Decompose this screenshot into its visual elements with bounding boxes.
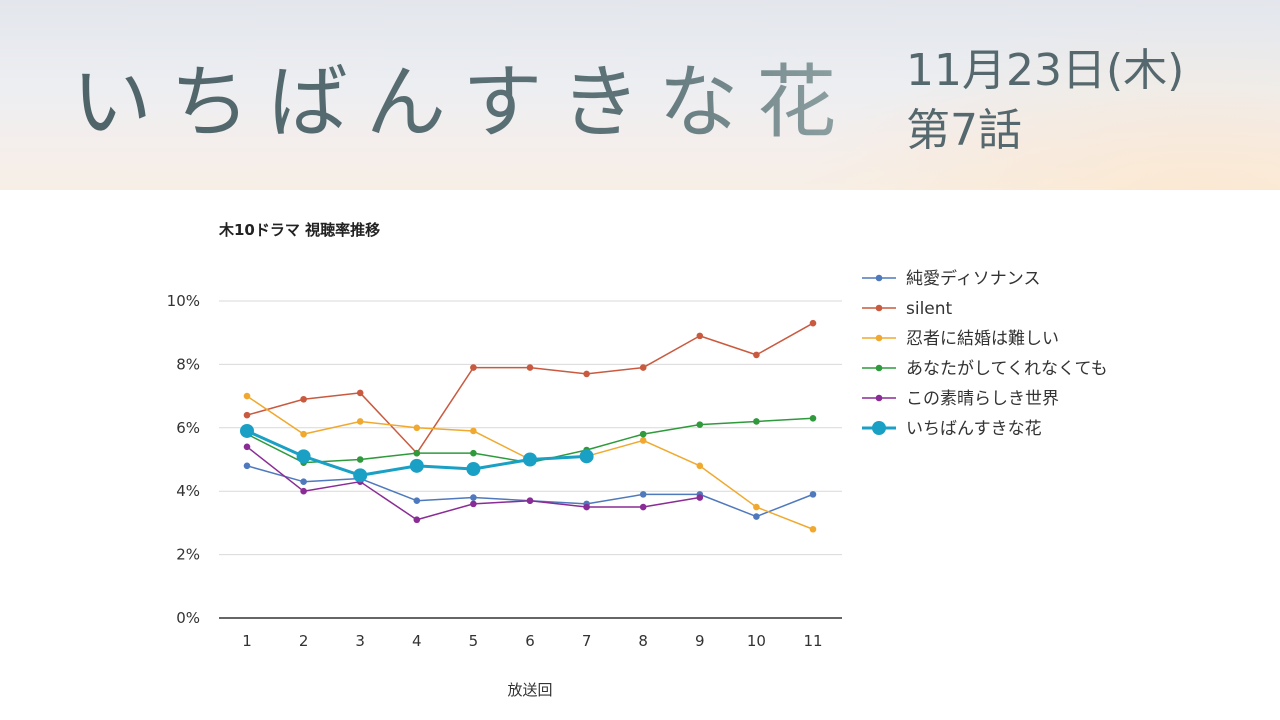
- data-point: [523, 452, 537, 467]
- data-point: [696, 494, 704, 501]
- x-tick-label: 1: [242, 632, 252, 650]
- data-point: [696, 462, 704, 470]
- data-point: [526, 364, 534, 371]
- data-point: [809, 414, 817, 422]
- data-point: [466, 462, 481, 477]
- x-tick-label: 9: [695, 632, 705, 650]
- data-point: [243, 411, 251, 419]
- legend-label: silent: [906, 299, 953, 319]
- x-tick-label: 10: [747, 632, 766, 650]
- data-point: [353, 468, 368, 483]
- data-point: [583, 370, 590, 378]
- legend-marker: [875, 334, 883, 342]
- data-point: [753, 351, 760, 359]
- y-tick-label: 6%: [176, 419, 200, 437]
- y-tick-label: 8%: [176, 355, 200, 373]
- legend-marker: [875, 274, 883, 282]
- data-point: [753, 418, 760, 425]
- chart-canvas: 木10ドラマ 視聴率推移 0% 2% 4% 6% 8% 10% 1 2 3 4 5 6 7 8 9 10 11 放送…: [167, 221, 1108, 699]
- data-point: [470, 494, 477, 501]
- data-point: [409, 458, 424, 473]
- broadcast-date: 11月23日(木): [906, 45, 1185, 96]
- data-point: [240, 423, 254, 438]
- data-point: [356, 418, 364, 425]
- x-tick-label: 3: [355, 632, 365, 650]
- legend-marker: [875, 394, 883, 402]
- legend-marker: [872, 421, 886, 435]
- data-point: [470, 449, 477, 457]
- data-point: [356, 389, 364, 397]
- y-tick-label: 2%: [176, 546, 200, 564]
- y-tick-label: 10%: [167, 292, 200, 310]
- chart-title: 木10ドラマ 視聴率推移: [218, 221, 380, 239]
- data-point: [413, 497, 421, 505]
- data-point: [413, 449, 421, 457]
- data-point: [413, 424, 421, 432]
- data-point: [753, 513, 760, 520]
- show-title: いちばんすきな花: [72, 38, 854, 154]
- series-line: [246, 446, 700, 521]
- x-axis-label: 放送回: [507, 681, 552, 699]
- data-point: [300, 478, 307, 485]
- data-point: [470, 364, 477, 371]
- legend-marker: [875, 364, 883, 372]
- data-point: [470, 427, 477, 435]
- legend-label: あなたがしてくれなくても: [906, 359, 1108, 379]
- data-point: [356, 456, 364, 463]
- data-point: [526, 497, 534, 505]
- legend-label: この素晴らしき世界: [906, 389, 1059, 409]
- header-banner: いちばんすきな花 11月23日(木) 第7話: [0, 0, 1280, 190]
- data-point: [639, 437, 647, 444]
- data-point: [300, 430, 307, 438]
- x-tick-label: 2: [299, 632, 309, 650]
- data-point: [243, 462, 251, 470]
- data-point: [809, 525, 817, 533]
- legend-marker: [875, 304, 883, 312]
- data-point: [809, 491, 817, 498]
- legend-label: いちばんすきな花: [906, 419, 1042, 439]
- data-point: [579, 449, 594, 464]
- legend-label: 純愛ディソナンス: [906, 268, 1040, 289]
- x-tick-label: 11: [803, 632, 822, 650]
- data-point: [413, 516, 421, 524]
- legend-label: 忍者に結婚は難しい: [906, 329, 1059, 349]
- data-point: [243, 443, 251, 451]
- y-tick-label: 0%: [176, 609, 200, 627]
- data-point: [696, 421, 704, 428]
- x-tick-label: 4: [412, 632, 422, 650]
- data-point: [639, 491, 647, 498]
- data-point: [639, 503, 647, 511]
- x-tick-label: 7: [582, 632, 592, 650]
- data-point: [639, 430, 647, 438]
- data-point: [639, 364, 647, 371]
- data-point: [696, 332, 704, 340]
- series-line: [246, 322, 814, 454]
- ratings-chart: 木10ドラマ 視聴率推移 0% 2% 4% 6% 8% 10% 1 2 3 4 5 6 7 8 9 10 11 放送…: [0, 190, 1280, 720]
- x-tick-label: 6: [525, 632, 535, 650]
- data-point: [300, 395, 307, 403]
- data-point: [470, 500, 477, 508]
- x-tick-label: 5: [469, 632, 479, 650]
- y-tick-label: 4%: [176, 482, 200, 500]
- data-point: [753, 503, 760, 511]
- episode-number: 第7話: [906, 105, 1022, 156]
- data-point: [809, 319, 817, 327]
- data-point: [243, 392, 251, 400]
- data-point: [300, 487, 307, 495]
- data-point: [583, 503, 590, 511]
- data-point: [296, 449, 311, 464]
- x-tick-label: 8: [638, 632, 648, 650]
